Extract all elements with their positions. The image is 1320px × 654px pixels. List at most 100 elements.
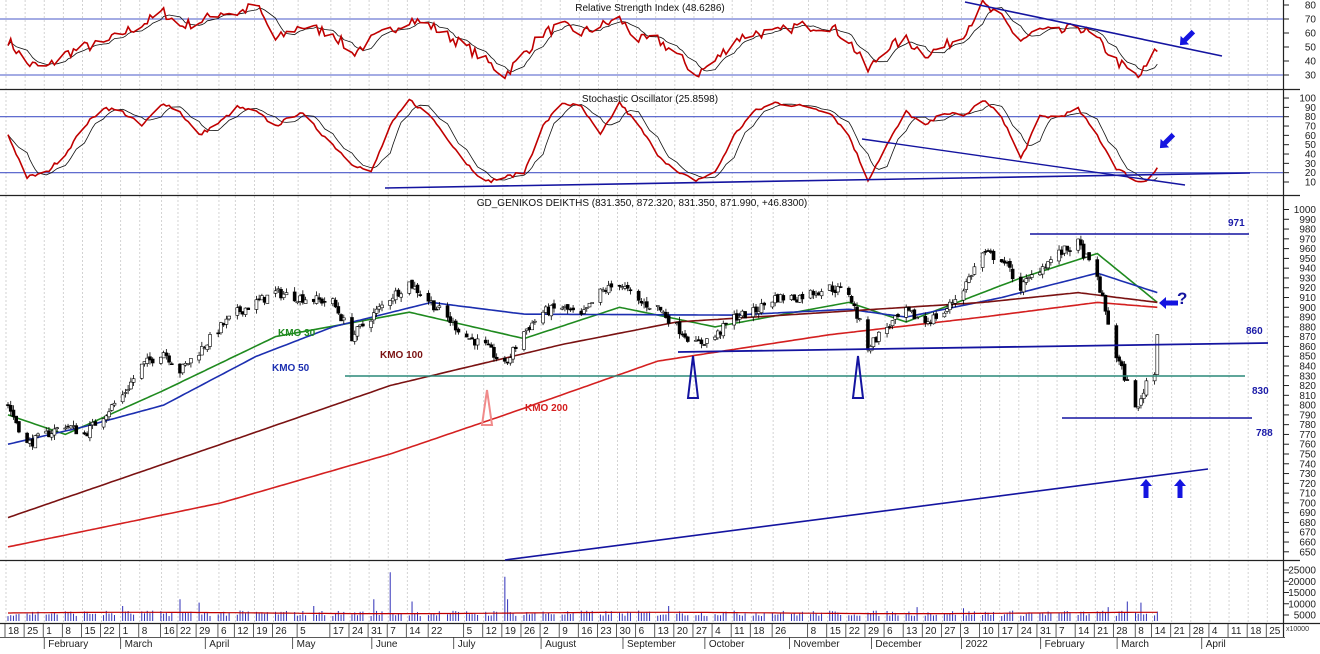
candle-body xyxy=(511,347,515,360)
candle-body xyxy=(489,344,494,348)
candle-body xyxy=(101,418,106,428)
candle xyxy=(754,304,758,316)
candle-body xyxy=(972,266,977,275)
candle-body xyxy=(279,289,283,299)
x-tick-label: 18 xyxy=(753,626,765,637)
candle xyxy=(131,374,136,386)
price-tick-label: 850 xyxy=(1299,352,1316,363)
candle xyxy=(838,282,843,289)
x-tick-label: 8 xyxy=(811,626,817,637)
x-tick-label: 8 xyxy=(65,626,71,637)
candle xyxy=(475,334,480,350)
moving-average-30 xyxy=(7,252,1158,436)
candle-body xyxy=(129,381,133,390)
candle-body xyxy=(1133,380,1138,408)
y-axis-labels: 8070605040301009080706050403020101000990… xyxy=(1283,1,1316,622)
price-tick-label: 680 xyxy=(1299,518,1316,529)
candle-body xyxy=(1029,274,1034,278)
price-tick-label: 890 xyxy=(1299,313,1316,324)
candle xyxy=(1139,395,1143,409)
month-label: November xyxy=(794,639,841,649)
candle xyxy=(980,252,985,272)
stoch-tick-label: 100 xyxy=(1299,94,1316,105)
stoch-tick-label: 50 xyxy=(1305,140,1317,151)
x-tick-label: 6 xyxy=(639,626,645,637)
candle-body xyxy=(8,404,13,412)
x-tick-label: 27 xyxy=(696,626,708,637)
candle xyxy=(445,302,450,322)
candle xyxy=(683,330,687,340)
price-tick-label: 840 xyxy=(1299,361,1316,372)
price-tick-label: 670 xyxy=(1299,528,1316,539)
candle-body xyxy=(713,336,717,340)
candle xyxy=(123,388,128,398)
candle xyxy=(647,307,652,311)
month-label: June xyxy=(376,639,398,649)
candle-body xyxy=(25,432,29,443)
candle-body xyxy=(907,306,911,311)
candle xyxy=(216,329,221,338)
candle xyxy=(549,304,554,321)
candle-body xyxy=(341,317,346,321)
candle xyxy=(1043,263,1048,270)
candle-body xyxy=(1125,379,1130,381)
candle xyxy=(159,356,163,365)
candle xyxy=(628,287,633,295)
candle xyxy=(948,299,952,314)
candle-body xyxy=(743,311,747,319)
candle xyxy=(942,311,947,318)
candle-body xyxy=(1106,310,1110,325)
candle-body xyxy=(724,322,728,325)
candle-body xyxy=(320,298,324,304)
candle-body xyxy=(445,305,450,318)
candle xyxy=(617,284,622,291)
x-tick-label: 31 xyxy=(1040,626,1052,637)
candle xyxy=(855,302,859,323)
candle-body xyxy=(904,307,908,318)
candle xyxy=(1133,379,1138,408)
level-label-830: 830 xyxy=(1252,386,1269,397)
candle xyxy=(17,420,21,434)
candle xyxy=(896,312,900,319)
candle xyxy=(890,320,895,330)
candle-body xyxy=(852,303,857,307)
candle-body xyxy=(877,331,881,342)
price-tick-label: 950 xyxy=(1299,254,1316,265)
candle xyxy=(320,297,324,306)
candle-body xyxy=(265,294,270,304)
arrow-up-icon xyxy=(1140,479,1152,498)
month-label: 2022 xyxy=(966,639,989,649)
candle xyxy=(508,353,513,366)
candle-body xyxy=(1098,276,1102,293)
volume-tick-label: 15000 xyxy=(1288,588,1316,599)
candle xyxy=(609,280,614,292)
candle xyxy=(303,296,308,305)
x-tick-label: 21 xyxy=(1097,626,1109,637)
candle xyxy=(552,299,556,313)
candle-body xyxy=(934,313,939,319)
candle-body xyxy=(164,352,169,356)
candle-body xyxy=(33,435,38,449)
candle-body xyxy=(139,363,144,379)
candle xyxy=(702,344,706,346)
stoch-tick-label: 10 xyxy=(1305,178,1317,189)
candle-body xyxy=(352,334,357,342)
candle xyxy=(112,400,117,408)
month-label: April xyxy=(1206,639,1226,649)
candle xyxy=(991,249,996,264)
candle-body xyxy=(664,311,668,318)
price-tick-label: 880 xyxy=(1299,322,1316,333)
price-tick-label: 870 xyxy=(1299,332,1316,343)
candle-body xyxy=(14,415,18,424)
candle xyxy=(721,320,726,339)
candle-body xyxy=(36,433,40,436)
candle-body xyxy=(598,288,603,303)
candle xyxy=(972,262,977,276)
candle-body xyxy=(503,357,507,362)
candle xyxy=(281,290,286,301)
candle xyxy=(503,355,507,364)
candle-body xyxy=(492,347,496,358)
panel-borders xyxy=(0,0,1320,638)
candle xyxy=(104,414,109,423)
price-panel xyxy=(6,235,1160,548)
